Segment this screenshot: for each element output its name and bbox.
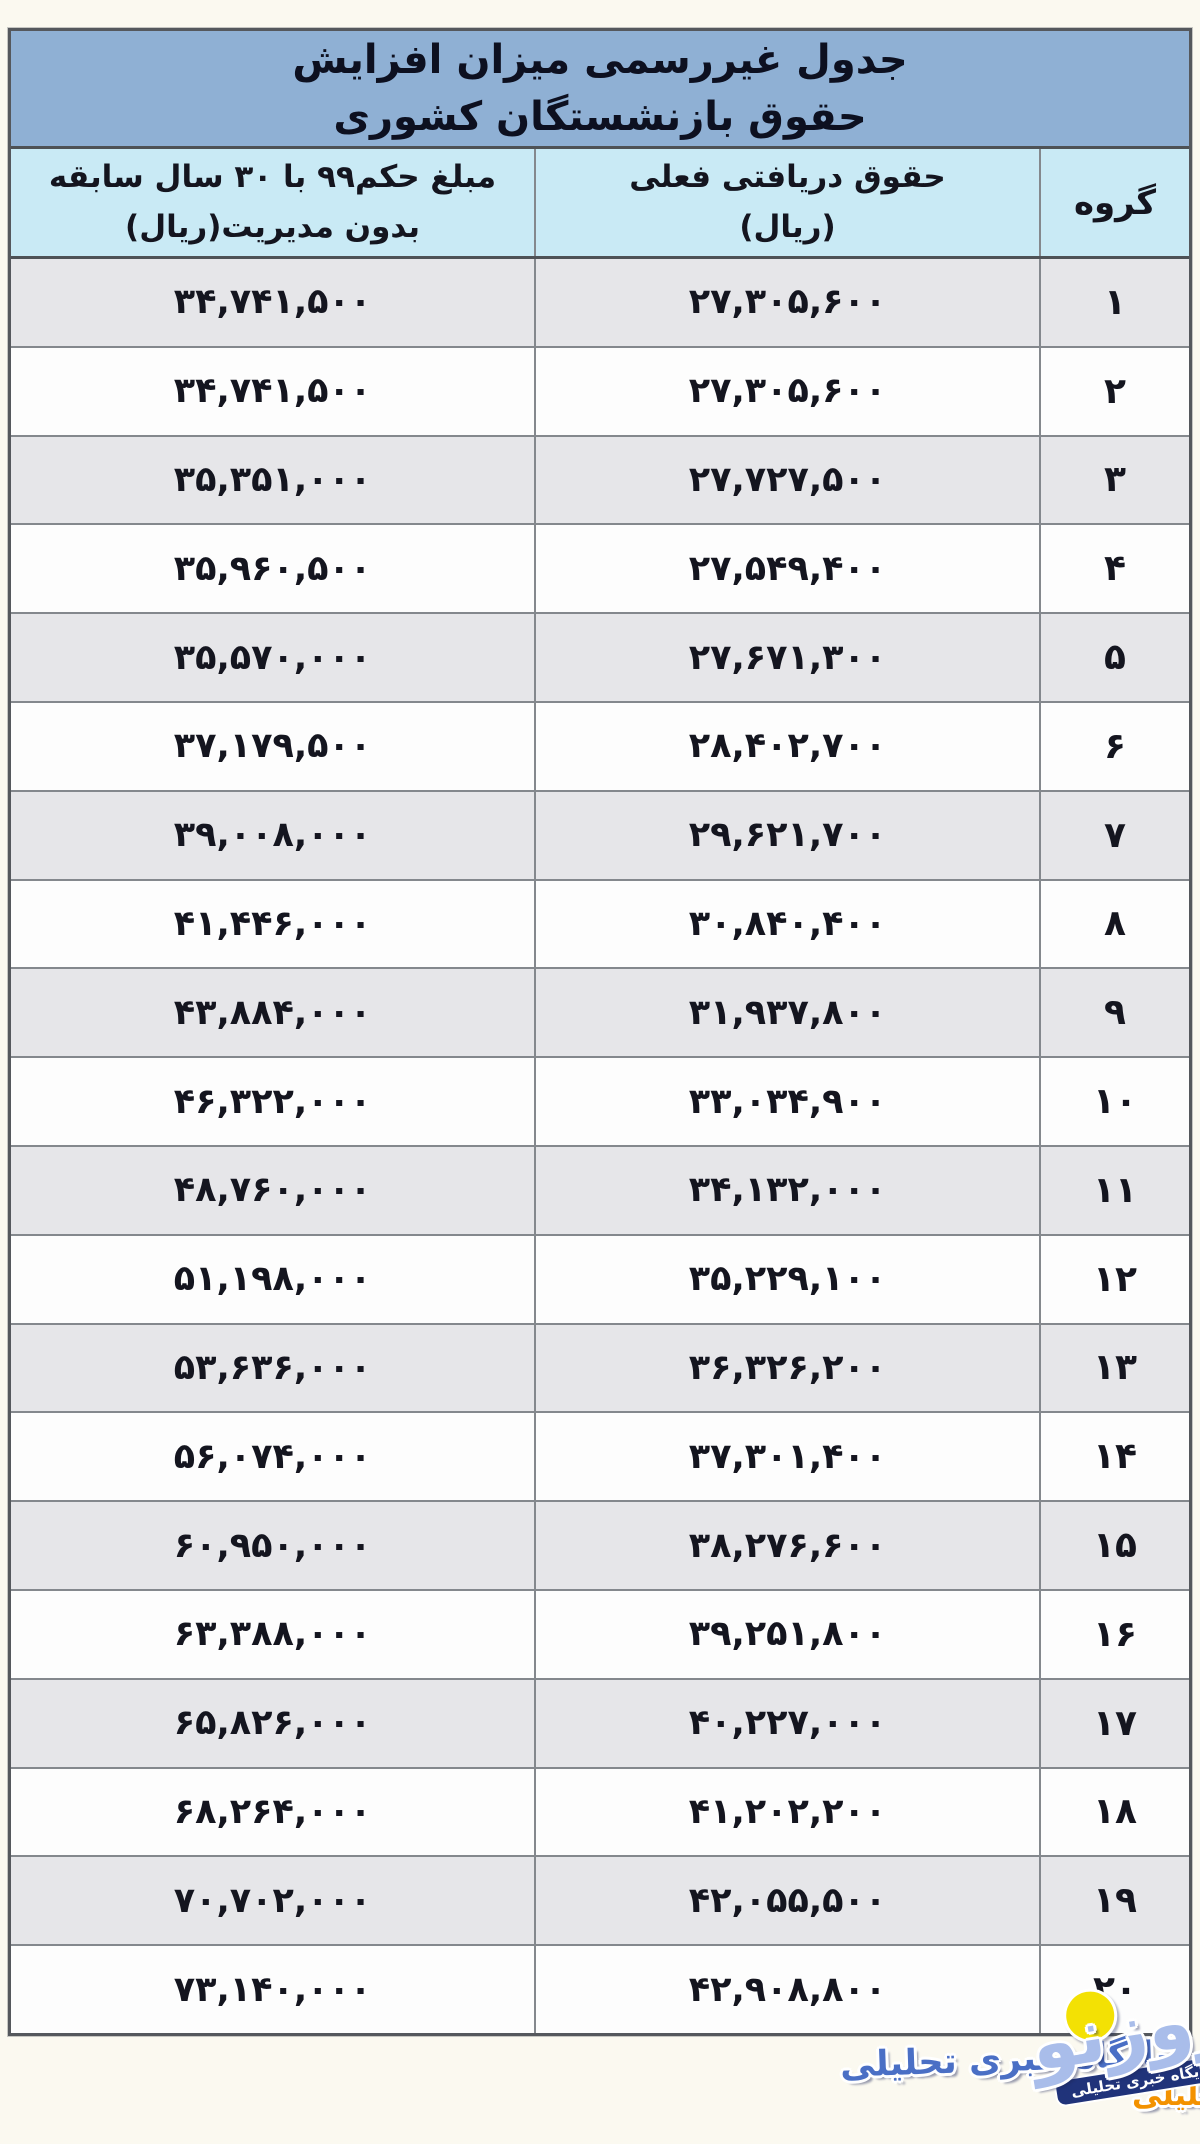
decree-amount-cell: ۳۴,۷۴۱,۵۰۰ — [173, 371, 372, 412]
table-row: ۱ ۲۷,۳۰۵,۶۰۰ ۳۴,۷۴۱,۵۰۰ — [11, 259, 1189, 346]
current-salary-cell: ۳۴,۱۳۲,۰۰۰ — [534, 1146, 1039, 1234]
decree-amount-cell: ۵۱,۱۹۸,۰۰۰ — [173, 1259, 372, 1300]
title-line-1: جدول غیررسمی میزان افزایش — [292, 36, 908, 83]
current-salary-cell: ۲۹,۶۲۱,۷۰۰ — [534, 791, 1039, 879]
table-row: ۱۴ ۳۷,۳۰۱,۴۰۰ ۵۶,۰۷۴,۰۰۰ — [11, 1411, 1189, 1501]
decree-amount-cell: ۳۹,۰۰۸,۰۰۰ — [173, 815, 372, 856]
decree-amount-cell: ۳۵,۹۶۰,۵۰۰ — [173, 548, 372, 589]
table-row: ۱۰ ۳۳,۰۳۴,۹۰۰ ۴۶,۳۲۲,۰۰۰ — [11, 1056, 1189, 1145]
decree-amount-cell: ۴۶,۳۲۲,۰۰۰ — [173, 1081, 372, 1122]
decree-amount-cell: ۶۵,۸۲۶,۰۰۰ — [173, 1703, 372, 1744]
table-row: ۱۲ ۳۵,۲۲۹,۱۰۰ ۵۱,۱۹۸,۰۰۰ — [11, 1233, 1189, 1323]
current-salary-cell: ۴۲,۰۵۵,۵۰۰ — [534, 1857, 1039, 1945]
header-decree-amount: مبلغ حکم۹۹ با ۳۰ سال سابقه بدون مدیریت(ر… — [11, 149, 534, 256]
table-body: ۱ ۲۷,۳۰۵,۶۰۰ ۳۴,۷۴۱,۵۰۰ ۲ ۲۷,۳۰۵,۶۰۰ ۳۴,۷۴۱,۵… — [11, 259, 1189, 2033]
decree-amount-cell: ۶۰,۹۵۰,۰۰۰ — [173, 1525, 372, 1566]
group-cell: ۱۶ — [1039, 1590, 1189, 1678]
table-row: ۱۶ ۳۹,۲۵۱,۸۰۰ ۶۳,۳۸۸,۰۰۰ — [11, 1588, 1189, 1678]
decree-amount-cell: ۳۵,۵۷۰,۰۰۰ — [173, 637, 372, 678]
group-cell: ۷ — [1039, 791, 1189, 879]
current-salary-cell: ۲۷,۶۷۱,۳۰۰ — [534, 614, 1039, 701]
table-row: ۵ ۲۷,۶۷۱,۳۰۰ ۳۵,۵۷۰,۰۰۰ — [11, 612, 1189, 701]
current-salary-cell: ۲۷,۷۲۷,۵۰۰ — [534, 436, 1039, 524]
title-line-2: حقوق بازنشستگان کشوری — [333, 93, 867, 140]
watermark: پایگاه خبری تحلیلی پایگاه خبری تحلیلی رو… — [680, 1972, 1200, 2144]
table-title: جدول غیررسمی میزان افزایش حقوق بازنشستگا… — [11, 31, 1189, 149]
group-cell: ۱۲ — [1039, 1235, 1189, 1323]
group-cell: ۸ — [1039, 880, 1189, 968]
decree-amount-cell: ۴۳,۸۸۴,۰۰۰ — [173, 992, 372, 1033]
table-row: ۱۸ ۴۱,۲۰۲,۲۰۰ ۶۸,۲۶۴,۰۰۰ — [11, 1766, 1189, 1856]
current-salary-cell: ۲۷,۵۴۹,۴۰۰ — [534, 525, 1039, 613]
table-row: ۷ ۲۹,۶۲۱,۷۰۰ ۳۹,۰۰۸,۰۰۰ — [11, 789, 1189, 879]
group-cell: ۹ — [1039, 969, 1189, 1057]
decree-amount-cell: ۶۳,۳۸۸,۰۰۰ — [173, 1614, 372, 1655]
current-salary-cell: ۳۱,۹۳۷,۸۰۰ — [534, 969, 1039, 1057]
table-row: ۱۷ ۴۰,۲۲۷,۰۰۰ ۶۵,۸۲۶,۰۰۰ — [11, 1677, 1189, 1767]
current-salary-cell: ۳۸,۲۷۶,۶۰۰ — [534, 1502, 1039, 1589]
table-row: ۶ ۲۸,۴۰۲,۷۰۰ ۳۷,۱۷۹,۵۰۰ — [11, 700, 1189, 790]
group-cell: ۱ — [1039, 259, 1189, 346]
current-salary-cell: ۴۰,۲۲۷,۰۰۰ — [534, 1679, 1039, 1767]
decree-amount-cell: ۶۸,۲۶۴,۰۰۰ — [173, 1791, 372, 1832]
group-cell: ۱۱ — [1039, 1146, 1189, 1234]
current-salary-cell: ۳۶,۳۲۶,۲۰۰ — [534, 1324, 1039, 1412]
decree-amount-cell: ۷۳,۱۴۰,۰۰۰ — [173, 1969, 372, 2010]
current-salary-cell: ۴۲,۹۰۸,۸۰۰ — [534, 1946, 1039, 2033]
current-salary-cell: ۳۳,۰۳۴,۹۰۰ — [534, 1058, 1039, 1145]
current-salary-cell: ۳۵,۲۲۹,۱۰۰ — [534, 1235, 1039, 1323]
header-current-line-1: حقوق دریافتی فعلی — [629, 158, 946, 195]
group-cell: ۱۷ — [1039, 1679, 1189, 1767]
table-row: ۱۵ ۳۸,۲۷۶,۶۰۰ ۶۰,۹۵۰,۰۰۰ — [11, 1500, 1189, 1589]
header-decree-line-1: مبلغ حکم۹۹ با ۳۰ سال سابقه — [48, 158, 497, 195]
group-cell: ۲ — [1039, 347, 1189, 435]
table-row: ۴ ۲۷,۵۴۹,۴۰۰ ۳۵,۹۶۰,۵۰۰ — [11, 523, 1189, 613]
current-salary-cell: ۲۷,۳۰۵,۶۰۰ — [534, 259, 1039, 346]
current-salary-cell: ۴۱,۲۰۲,۲۰۰ — [534, 1768, 1039, 1856]
group-cell: ۱۵ — [1039, 1502, 1189, 1589]
group-cell: ۱۴ — [1039, 1413, 1189, 1501]
decree-amount-cell: ۳۵,۳۵۱,۰۰۰ — [173, 459, 372, 500]
decree-amount-cell: ۳۴,۷۴۱,۵۰۰ — [173, 282, 372, 323]
decree-amount-cell: ۵۶,۰۷۴,۰۰۰ — [173, 1436, 372, 1477]
header-group-label: گروه — [1073, 182, 1157, 223]
table-row: ۲۰ ۴۲,۹۰۸,۸۰۰ ۷۳,۱۴۰,۰۰۰ — [11, 1944, 1189, 2033]
group-cell: ۱۰ — [1039, 1058, 1189, 1145]
current-salary-cell: ۲۷,۳۰۵,۶۰۰ — [534, 347, 1039, 435]
decree-amount-cell: ۵۳,۶۳۶,۰۰۰ — [173, 1347, 372, 1388]
table-row: ۱۱ ۳۴,۱۳۲,۰۰۰ ۴۸,۷۶۰,۰۰۰ — [11, 1144, 1189, 1234]
table-row: ۳ ۲۷,۷۲۷,۵۰۰ ۳۵,۳۵۱,۰۰۰ — [11, 434, 1189, 524]
decree-amount-cell: ۴۱,۴۴۶,۰۰۰ — [173, 903, 372, 944]
table-row: ۱۳ ۳۶,۳۲۶,۲۰۰ ۵۳,۶۳۶,۰۰۰ — [11, 1322, 1189, 1412]
pension-table: جدول غیررسمی میزان افزایش حقوق بازنشستگا… — [8, 28, 1192, 2036]
current-salary-cell: ۳۹,۲۵۱,۸۰۰ — [534, 1590, 1039, 1678]
table-row: ۲ ۲۷,۳۰۵,۶۰۰ ۳۴,۷۴۱,۵۰۰ — [11, 345, 1189, 435]
decree-amount-cell: ۷۰,۷۰۲,۰۰۰ — [173, 1880, 372, 1921]
header-decree-line-2: بدون مدیریت(ریال) — [125, 208, 420, 245]
group-cell: ۴ — [1039, 525, 1189, 613]
group-cell: ۱۹ — [1039, 1857, 1189, 1945]
group-cell: ۵ — [1039, 614, 1189, 701]
current-salary-cell: ۲۸,۴۰۲,۷۰۰ — [534, 702, 1039, 790]
decree-amount-cell: ۳۷,۱۷۹,۵۰۰ — [173, 726, 372, 767]
group-cell: ۱۳ — [1039, 1324, 1189, 1412]
group-cell: ۳ — [1039, 436, 1189, 524]
group-cell: ۶ — [1039, 702, 1189, 790]
decree-amount-cell: ۴۸,۷۶۰,۰۰۰ — [173, 1170, 372, 1211]
table-row: ۸ ۳۰,۸۴۰,۴۰۰ ۴۱,۴۴۶,۰۰۰ — [11, 878, 1189, 968]
table-row: ۱۹ ۴۲,۰۵۵,۵۰۰ ۷۰,۷۰۲,۰۰۰ — [11, 1855, 1189, 1945]
table-header: گروه حقوق دریافتی فعلی (ریال) مبلغ حکم۹۹… — [11, 149, 1189, 259]
current-salary-cell: ۳۰,۸۴۰,۴۰۰ — [534, 880, 1039, 968]
header-group: گروه — [1039, 149, 1189, 256]
group-cell: ۱۸ — [1039, 1768, 1189, 1856]
current-salary-cell: ۳۷,۳۰۱,۴۰۰ — [534, 1413, 1039, 1501]
table-row: ۹ ۳۱,۹۳۷,۸۰۰ ۴۳,۸۸۴,۰۰۰ — [11, 967, 1189, 1057]
header-current-line-2: (ریال) — [739, 208, 836, 245]
header-current-salary: حقوق دریافتی فعلی (ریال) — [534, 149, 1039, 256]
